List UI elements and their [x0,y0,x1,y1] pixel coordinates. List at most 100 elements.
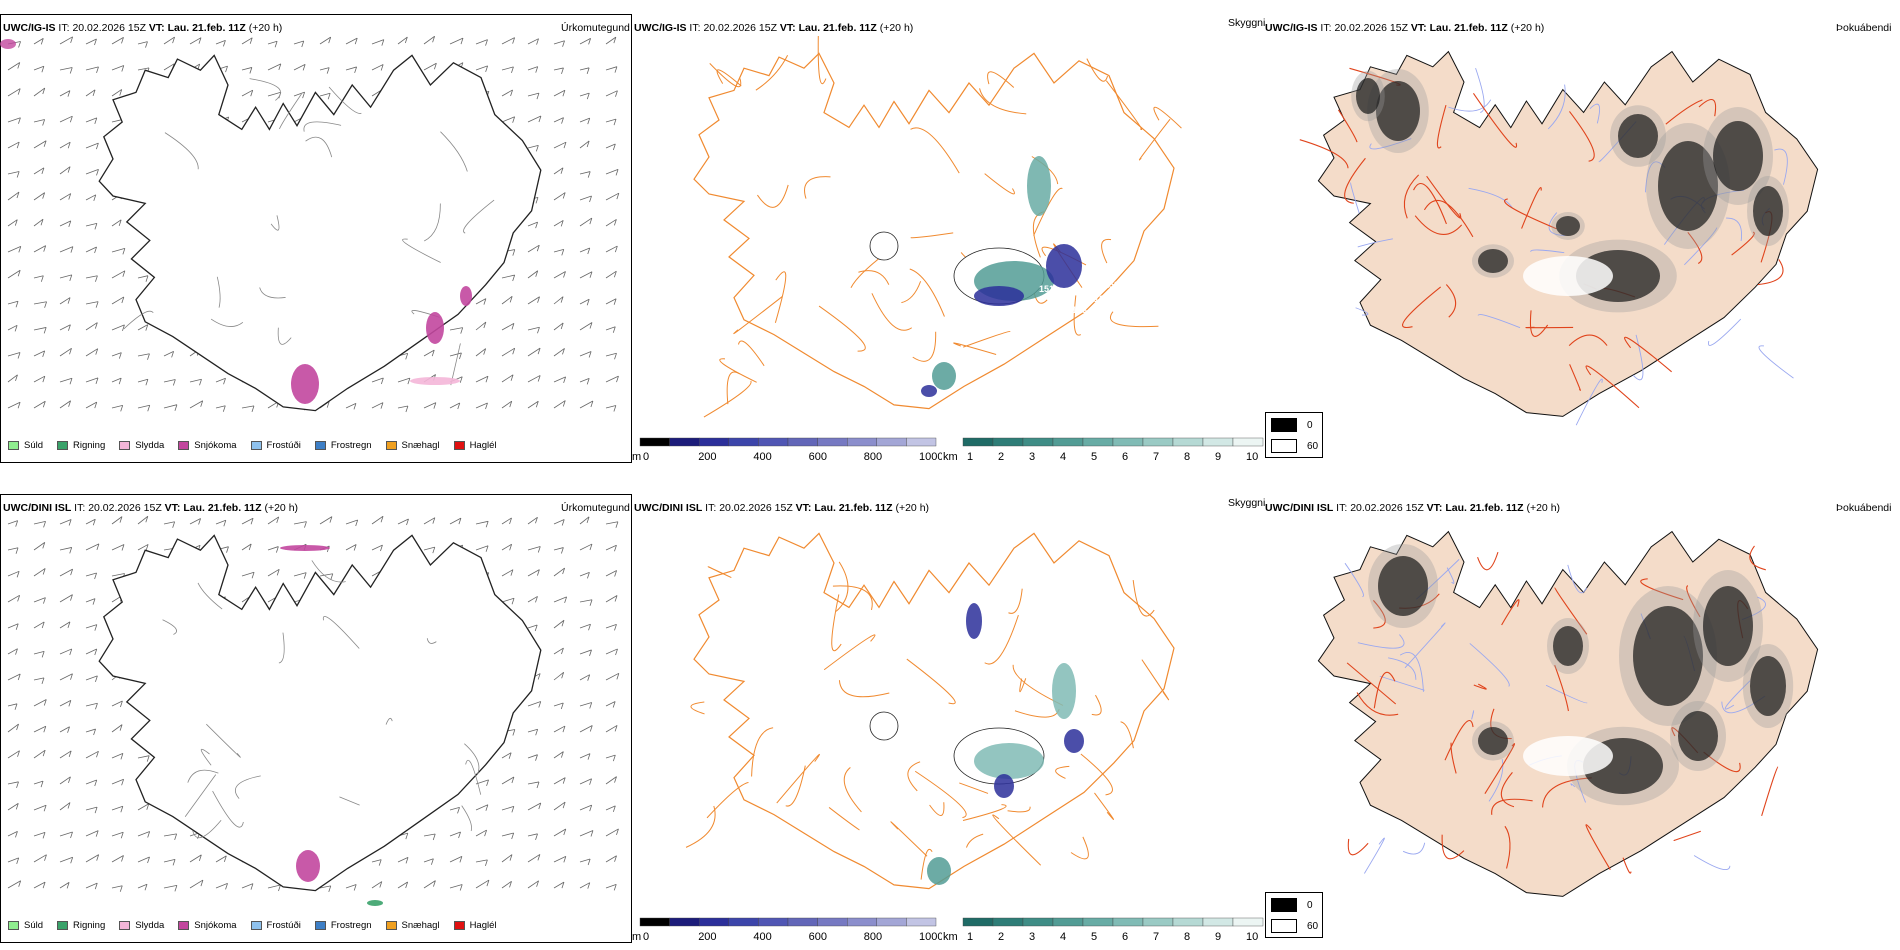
legend-label: Súld [24,920,44,931]
visibility-scale-tick: 1 [967,931,973,943]
legend-label: Snjókoma [194,920,237,931]
legend-swatch [385,921,397,930]
valid-label: VT: [795,502,812,514]
precip-title-2: Úrkomutegund [561,502,630,514]
legend-item-frostregn: Frostregn [314,440,372,451]
visibility-value-label: 151 [1039,284,1054,294]
ceiling-scale-segment [639,917,670,927]
fog-key-high-label: 60 [1307,440,1319,452]
ceiling-scale-segment [906,917,937,927]
visibility-value-label: 73 [1067,334,1077,344]
legend-label: Súld [24,440,44,451]
precip-map-2 [7,516,620,906]
lead-time: (+20 h) [879,22,914,34]
visibility-scale-tick: 6 [1122,451,1128,463]
ceiling-scale-segment [669,917,700,927]
visibility-map-1: 151 153 122 163 73 253 270 93 [693,36,1182,418]
precip-legend-1: Súld Rigning Slydda Snjókoma Frostúði Frostre… [8,440,511,451]
ceiling-scale-tick: 200 [698,931,716,943]
legend-item-frostregn: Frostregn [314,920,372,931]
lead-time: (+20 h) [1526,502,1561,514]
legend-label: Frostúði [266,440,301,451]
visibility-scale-segment [1202,917,1234,927]
legend-swatch [314,441,326,450]
fog-header-2: UWC/DINI ISL IT: 20.02.2026 15Z VT: Lau.… [1265,502,1560,514]
vis-title-1: Skyggni [1228,17,1266,29]
legend-swatch [8,921,19,930]
valid-time: Lau. 21.feb. 11Z [814,502,893,514]
ceiling-scale-segment [817,437,848,447]
visibility-scale-segment [1112,437,1144,447]
fog-title-1: Þokuábendi [1836,22,1892,34]
vis-header-2: UWC/DINI ISL IT: 20.02.2026 15Z VT: Lau.… [634,502,929,514]
visibility-scale-tick: 5 [1091,931,1097,943]
legend-swatch [314,921,326,930]
fog-key-high-swatch [1271,919,1297,933]
visibility-scale-tick: 10 [1246,931,1258,943]
visibility-scale-segment [992,437,1024,447]
visibility-scale-tick: 3 [1029,451,1035,463]
fog-key-2: 0 60 [1265,892,1323,938]
visibility-scale-tick: 5 [1091,451,1097,463]
legend-item-frostúði: Frostúði [250,440,301,451]
fog-key-low-label: 0 [1307,899,1313,911]
visibility-scale-segment [992,917,1024,927]
visibility-scale-segment [962,437,994,447]
visibility-scale-segment [1112,917,1144,927]
visibility-scale-tick: 9 [1215,931,1221,943]
valid-time: Lau. 21.feb. 11Z [798,22,877,34]
legend-swatch [57,921,69,930]
legend-label: Haglél [469,920,497,931]
visibility-value-label: 270 [1060,390,1075,400]
legend-item-rigning: Rigning [57,920,105,931]
visibility-scale-segment [1142,917,1174,927]
ceiling-scale-tick: 800 [864,451,882,463]
visibility-scale-tick: 9 [1215,451,1221,463]
legend-item-slydda: Slydda [119,440,164,451]
visibility-scale-tick: 7 [1153,931,1159,943]
ceiling-scale-tick: 200 [698,451,716,463]
init-time: 20.02.2026 15Z [1350,502,1424,514]
fog-map-2 [1317,530,1819,897]
ceiling-scale-tick: 1000 [919,451,942,463]
model-name: UWC/IG-IS [634,22,687,34]
legend-label: Frostúði [266,920,301,931]
visibility-scale-tick: 2 [998,451,1004,463]
init-label: IT: [58,22,70,34]
init-time: 20.02.2026 15Z [88,502,162,514]
visibility-scale-2: km 1 2 3 4 5 6 7 8 9 10 [943,917,1264,943]
init-label: IT: [1320,22,1332,34]
ceiling-scale-tick: 800 [864,931,882,943]
visibility-scale-unit: km [943,451,958,463]
legend-label: Snæhagl [401,440,440,451]
legend-item-snjókoma: Snjókoma [178,440,237,451]
legend-item-frostúði: Frostúði [250,920,301,931]
visibility-scale-segment [1172,437,1204,447]
ceiling-scale-1: m 0 200 400 600 800 1000 [632,437,942,463]
legend-item-rigning: Rigning [57,440,105,451]
legend-item-snjókoma: Snjókoma [178,920,237,931]
fog-key-low-label: 0 [1307,419,1313,431]
legend-swatch [119,441,131,450]
legend-item-snæhagl: Snæhagl [385,440,440,451]
legend-swatch [250,921,262,930]
ceiling-scale-segment [639,437,670,447]
visibility-map-2: 538 840 210 226 61 [685,532,1175,890]
ceiling-scale-segment [758,917,789,927]
init-label: IT: [689,22,701,34]
visibility-scale-tick: 4 [1060,451,1066,463]
ceiling-scale-segment [846,917,877,927]
ceiling-scale-tick: 400 [753,451,771,463]
visibility-scale-tick: 7 [1153,451,1159,463]
ceiling-scale-segment [698,437,729,447]
precip-title-1: Úrkomutegund [561,22,630,34]
legend-swatch [178,921,190,930]
visibility-scale-segment [962,917,994,927]
visibility-scale-segment [1172,917,1204,927]
visibility-scale-tick: 2 [998,931,1004,943]
legend-swatch [57,441,69,450]
model-name: UWC/DINI ISL [634,502,703,514]
lead-time: (+20 h) [264,502,299,514]
valid-time: Lau. 21.feb. 11Z [1445,502,1524,514]
ceiling-scale-2: m 0 200 400 600 800 1000 [632,917,942,943]
